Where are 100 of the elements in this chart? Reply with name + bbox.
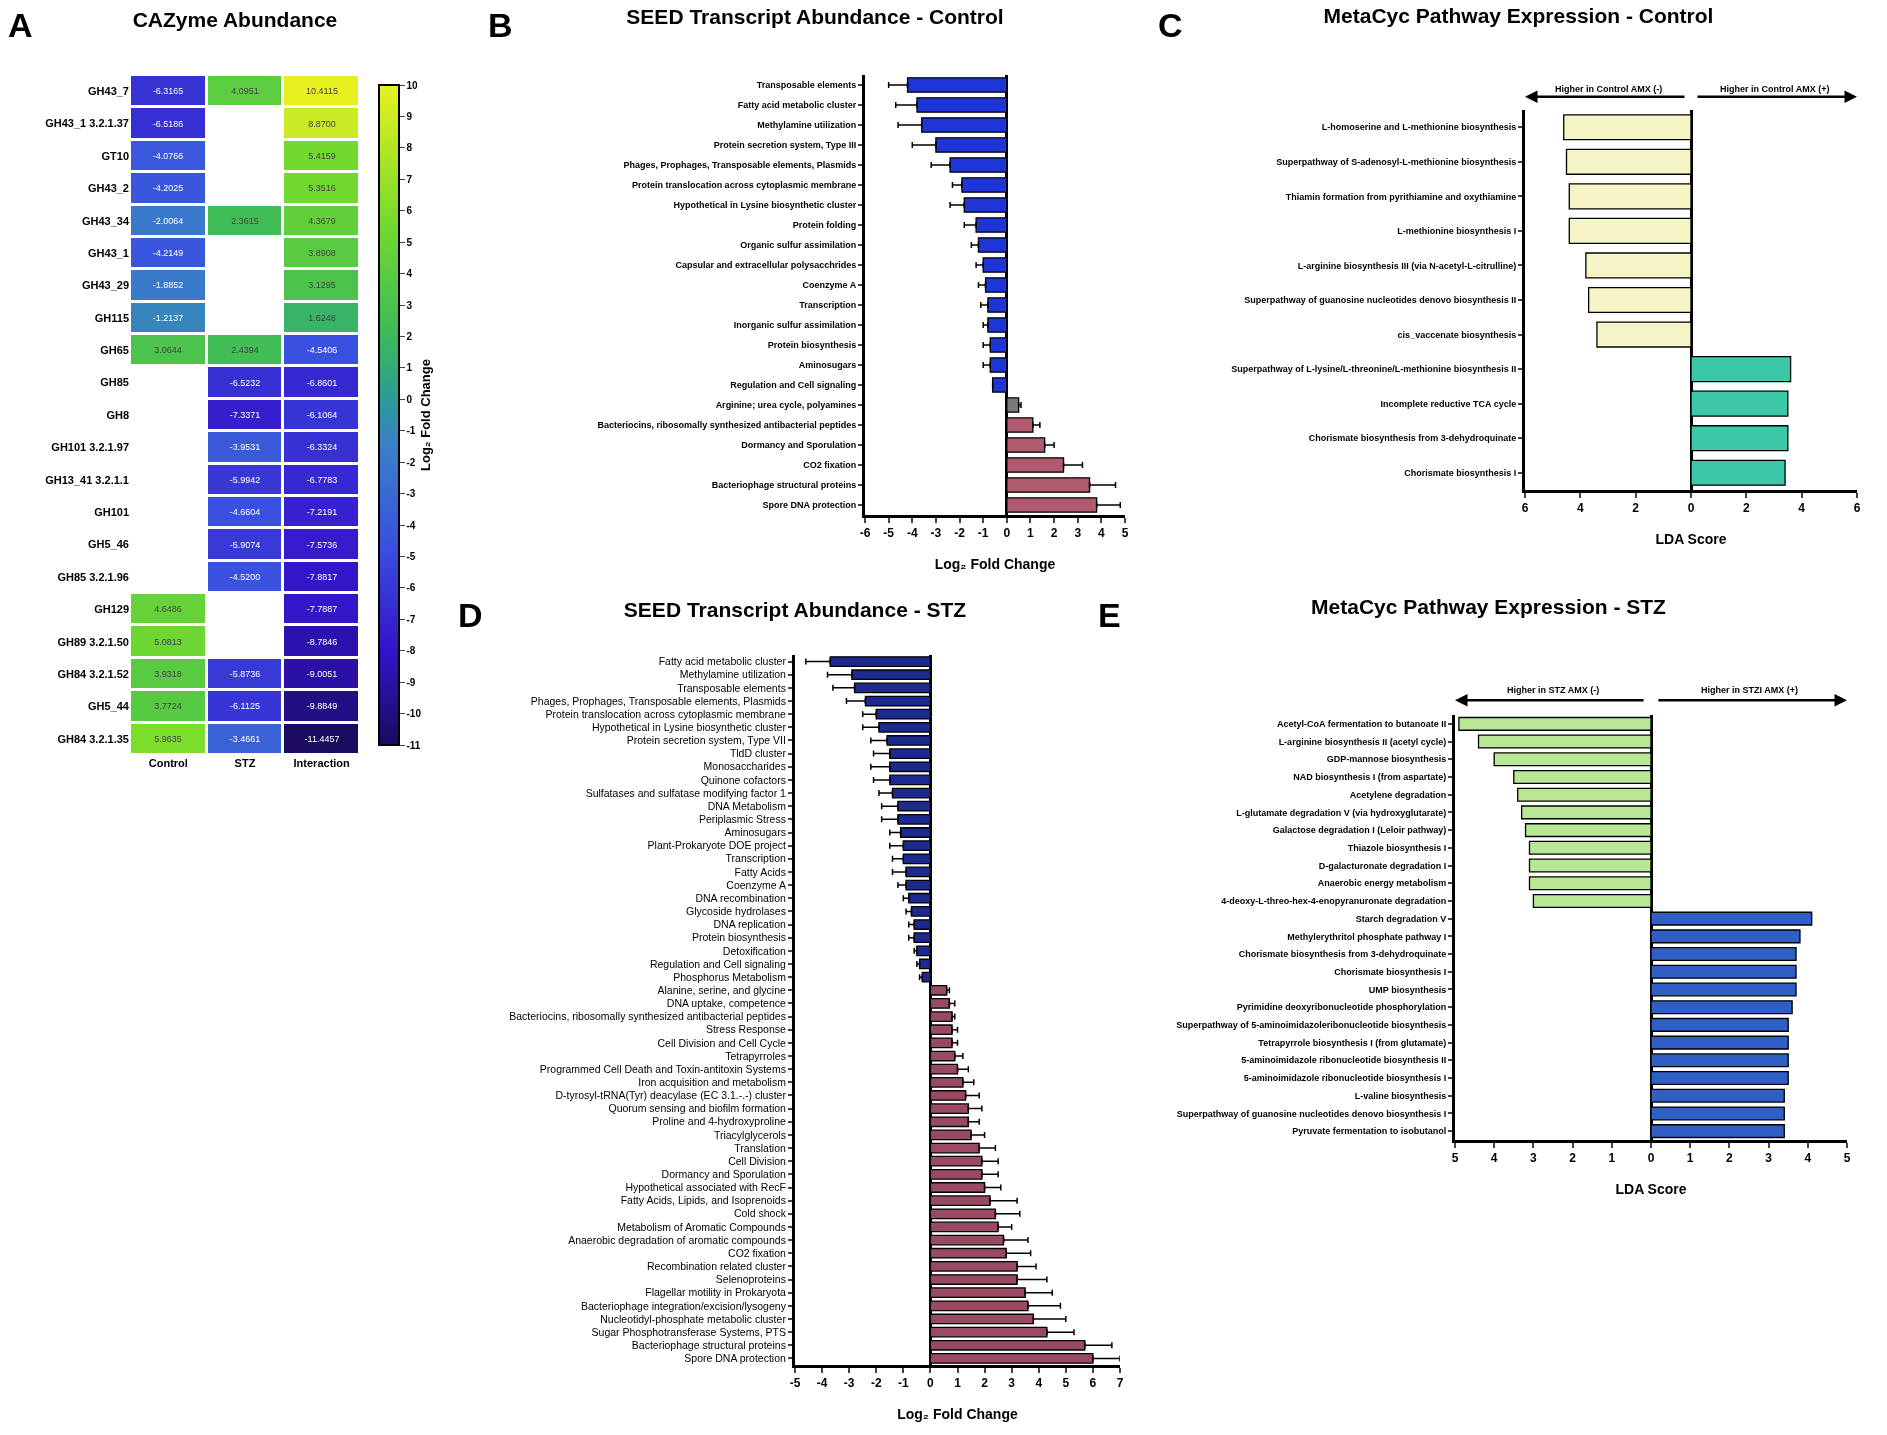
data-label: -4.0766 <box>152 151 184 162</box>
y-tick-label: Monosaccharides <box>703 760 786 773</box>
y-tick-label: Bacteriocins, ribosomally synthesized antibacterial peptides <box>597 420 857 431</box>
y-tick-label: Fatty acid metabolic cluster <box>658 655 787 668</box>
data-label: -11.4457 <box>304 734 340 745</box>
color-bar-label: -9 <box>406 676 416 688</box>
y-tick-label: GH84 3.2.1.52 <box>57 667 129 680</box>
y-tick-label: Superpathway of S-adenosyl-L-methionine biosynthesis <box>1276 156 1517 167</box>
x-tick-label: -5 <box>789 1376 801 1391</box>
x-axis-title: LDA Score <box>1655 531 1727 547</box>
y-tick-label: Inorganic sulfur assimilation <box>733 320 857 331</box>
y-tick-label: Fatty Acids <box>734 865 786 878</box>
y-tick-label: Regulation and Cell signaling <box>649 957 787 970</box>
data-label: -1.8852 <box>152 280 184 291</box>
y-tick-label: TldD cluster <box>729 747 787 760</box>
data-label: -5.9942 <box>229 475 261 486</box>
x-tick-label: 0 <box>1687 501 1695 516</box>
y-tick-label: DNA uptake, competence <box>666 997 787 1010</box>
y-tick-label: GH5_44 <box>88 700 130 713</box>
y-tick-label: L-methionine biosynthesis I <box>1397 226 1517 237</box>
y-tick-label: Hypothetical in Lysine biosynthetic cluster <box>673 200 857 211</box>
data-label: 3.1295 <box>308 280 336 291</box>
color-bar-label: -6 <box>406 582 416 594</box>
text: Higher in Control AMX (-) <box>1555 84 1663 94</box>
x-tick-label: 2 <box>1569 1151 1577 1166</box>
y-tick-label: Anaerobic degradation of aromatic compounds <box>568 1233 786 1246</box>
y-tick-label: Phages, Prophages, Transposable elements, Plasmids <box>623 160 857 171</box>
y-tick-label: Translation <box>734 1141 787 1154</box>
y-tick-label: GH13_41 3.2.1.1 <box>45 473 129 486</box>
text: B <box>488 6 513 45</box>
y-tick-label: Metabolism of Aromatic Compounds <box>617 1220 786 1233</box>
y-tick-label: Capsular and extracellular polysacchrides <box>675 260 857 271</box>
x-axis-title: Log₂ Fold Change <box>897 1406 1018 1422</box>
y-tick-label: Plant-Prokaryote DOE project <box>647 839 786 852</box>
color-bar-label: 5 <box>406 236 413 248</box>
color-bar-label: -7 <box>406 613 416 625</box>
x-tick-label: STZ <box>234 757 256 769</box>
y-tick-label: Selenoproteins <box>715 1273 786 1286</box>
x-axis-title: Log₂ Fold Change <box>934 556 1056 572</box>
x-axis-title: LDA Score <box>1615 1181 1687 1197</box>
x-tick-label: -2 <box>870 1376 882 1391</box>
y-tick-label: Starch degradation V <box>1355 913 1447 924</box>
y-tick-label: Superpathway of guanosine nucleotides denovo biosynthesis II <box>1244 295 1517 306</box>
data-label: -9.8849 <box>306 701 338 712</box>
x-tick-label: 2 <box>1050 526 1058 541</box>
y-tick-label: GH101 3.2.1.97 <box>51 441 129 454</box>
text: Higher in STZI AMX (+) <box>1701 685 1798 695</box>
y-tick-label: NAD biosynthesis I (from aspartate) <box>1293 772 1447 783</box>
x-tick-label: 1 <box>954 1376 962 1391</box>
y-tick-label: Galactose degradation I (Leloir pathway) <box>1272 825 1447 836</box>
x-tick-label: -4 <box>816 1376 828 1391</box>
x-tick-label: 6 <box>1521 501 1529 516</box>
y-tick-label: Iron acquisition and metabolism <box>638 1075 787 1088</box>
y-tick-label: UMP biosynthesis <box>1368 984 1447 995</box>
y-tick-label: Cold shock <box>733 1207 787 1220</box>
x-tick-label: 5 <box>1451 1151 1459 1166</box>
y-tick-label: Bacteriophage structural proteins <box>631 1338 786 1351</box>
y-tick-label: GH101 <box>94 505 129 518</box>
text: Higher in Control AMX (+) <box>1720 84 1830 94</box>
y-tick-label: Spore DNA protection <box>684 1352 787 1365</box>
data-label: -5.9074 <box>229 540 261 551</box>
y-tick-label: GH65 <box>100 344 129 357</box>
y-tick-label: D-tyrosyl-tRNA(Tyr) deacylase (EC 3.1.-.-) cluster <box>555 1089 787 1102</box>
y-tick-label: Bacteriophage integration/excision/lysogeny <box>581 1299 787 1312</box>
x-tick-label: 4 <box>1798 501 1806 516</box>
x-tick-label: 1 <box>1686 1151 1694 1166</box>
x-tick-label: 3 <box>1765 1151 1773 1166</box>
y-tick-label: Coenzyme A <box>802 280 857 291</box>
x-tick-label: 4 <box>1576 501 1584 516</box>
color-bar-label: 1 <box>406 362 413 374</box>
y-tick-label: Quorum sensing and biofilm formation <box>608 1102 787 1115</box>
data-label: -4.5406 <box>306 345 338 356</box>
y-tick-label: DNA recombination <box>695 891 787 904</box>
text: E <box>1098 596 1121 635</box>
x-tick-label: 3 <box>1008 1376 1016 1391</box>
text: Higher in STZ AMX (-) <box>1507 685 1600 695</box>
y-tick-label: Nucleotidyl-phosphate metabolic cluster <box>600 1312 787 1325</box>
x-tick-label: 2 <box>981 1376 989 1391</box>
data-label: -8.7846 <box>306 637 338 648</box>
y-tick-label: D-galacturonate degradation I <box>1318 860 1447 871</box>
data-label: -6.5186 <box>152 119 184 130</box>
y-tick-label: GH43_1 <box>88 246 129 259</box>
y-tick-label: Flagellar motility in Prokaryota <box>645 1286 787 1299</box>
color-bar-title: Log₂ Fold Change <box>417 359 433 471</box>
x-tick-label: 5 <box>1843 1151 1851 1166</box>
y-tick-label: L-arginine biosynthesis III (via N-acetyl-L-citrulline) <box>1297 260 1517 271</box>
chart-title: CAZyme Abundance <box>132 7 338 31</box>
y-tick-label: Sulfatases and sulfatase modifying factor 1 <box>585 786 787 799</box>
x-tick-label: -5 <box>883 526 895 541</box>
y-tick-label: Tetrapyrrole biosynthesis I (from glutamate) <box>1258 1037 1447 1048</box>
data-label: 8.8700 <box>308 119 336 130</box>
y-tick-label: Thiamin formation from pyrithiamine and oxythiamine <box>1285 191 1517 202</box>
data-label: -1.2137 <box>152 313 184 324</box>
y-tick-label: Protein biosynthesis <box>691 931 786 944</box>
y-tick-label: L-homoserine and L-methionine biosynthesis <box>1321 122 1517 133</box>
y-tick-label: GH84 3.2.1.35 <box>57 732 129 745</box>
chart-title: MetaCyc Pathway Expression - STZ <box>1311 595 1667 618</box>
data-label: -6.3165 <box>152 86 184 97</box>
data-label: -3.4661 <box>229 734 261 745</box>
y-tick-label: Protein secretion system, Type VII <box>626 734 786 747</box>
